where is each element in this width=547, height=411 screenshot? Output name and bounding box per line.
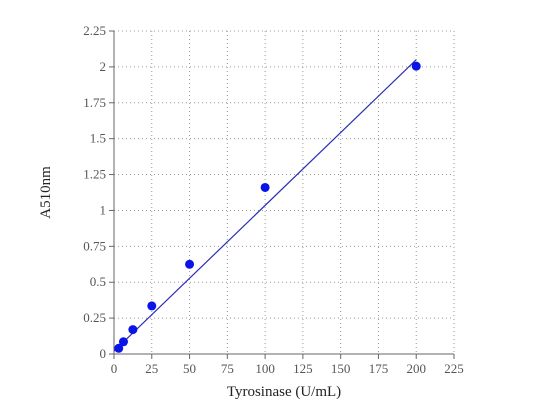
data-point bbox=[260, 182, 270, 192]
fit-line-group bbox=[113, 59, 417, 352]
x-tick-label: 225 bbox=[444, 361, 464, 376]
y-tick-label: 0 bbox=[100, 346, 107, 361]
x-tick-label: 25 bbox=[145, 361, 158, 376]
x-tick-label: 175 bbox=[369, 361, 389, 376]
y-tick-label: 2.25 bbox=[83, 23, 106, 38]
y-tick-labels: 0 0.25 0.5 0.75 1 1.25 1.5 1.75 2 2.25 bbox=[83, 23, 106, 361]
x-tick-label: 200 bbox=[406, 361, 426, 376]
x-tick-label: 75 bbox=[221, 361, 234, 376]
y-tick-label: 1.75 bbox=[83, 95, 106, 110]
fit-line bbox=[113, 59, 417, 352]
y-tick-label: 1.25 bbox=[83, 167, 106, 182]
y-tick-label: 1 bbox=[100, 202, 107, 217]
data-point bbox=[114, 343, 124, 353]
data-points bbox=[114, 61, 421, 353]
x-tick-label: 125 bbox=[293, 361, 313, 376]
x-tick-label: 50 bbox=[183, 361, 196, 376]
grid-lines bbox=[114, 30, 455, 354]
data-point bbox=[128, 325, 138, 335]
x-tick-label: 150 bbox=[331, 361, 351, 376]
y-tick-label: 0.75 bbox=[83, 238, 106, 253]
x-tick-label: 0 bbox=[111, 361, 118, 376]
y-axis-label: A510nm bbox=[38, 166, 54, 219]
y-tick-label: 1.5 bbox=[90, 131, 106, 146]
data-point bbox=[118, 337, 128, 347]
x-tick-label: 100 bbox=[255, 361, 275, 376]
x-axis-label: Tyrosinase (U/mL) bbox=[227, 384, 341, 400]
axes bbox=[109, 30, 455, 359]
data-point bbox=[411, 61, 421, 71]
y-tick-label: 0.5 bbox=[90, 274, 106, 289]
y-tick-label: 2 bbox=[100, 59, 107, 74]
data-point bbox=[147, 301, 157, 311]
y-tick-label: 0.25 bbox=[83, 310, 106, 325]
x-tick-labels: 0 25 50 75 100 125 150 175 200 225 bbox=[111, 361, 464, 376]
data-point bbox=[185, 259, 195, 269]
